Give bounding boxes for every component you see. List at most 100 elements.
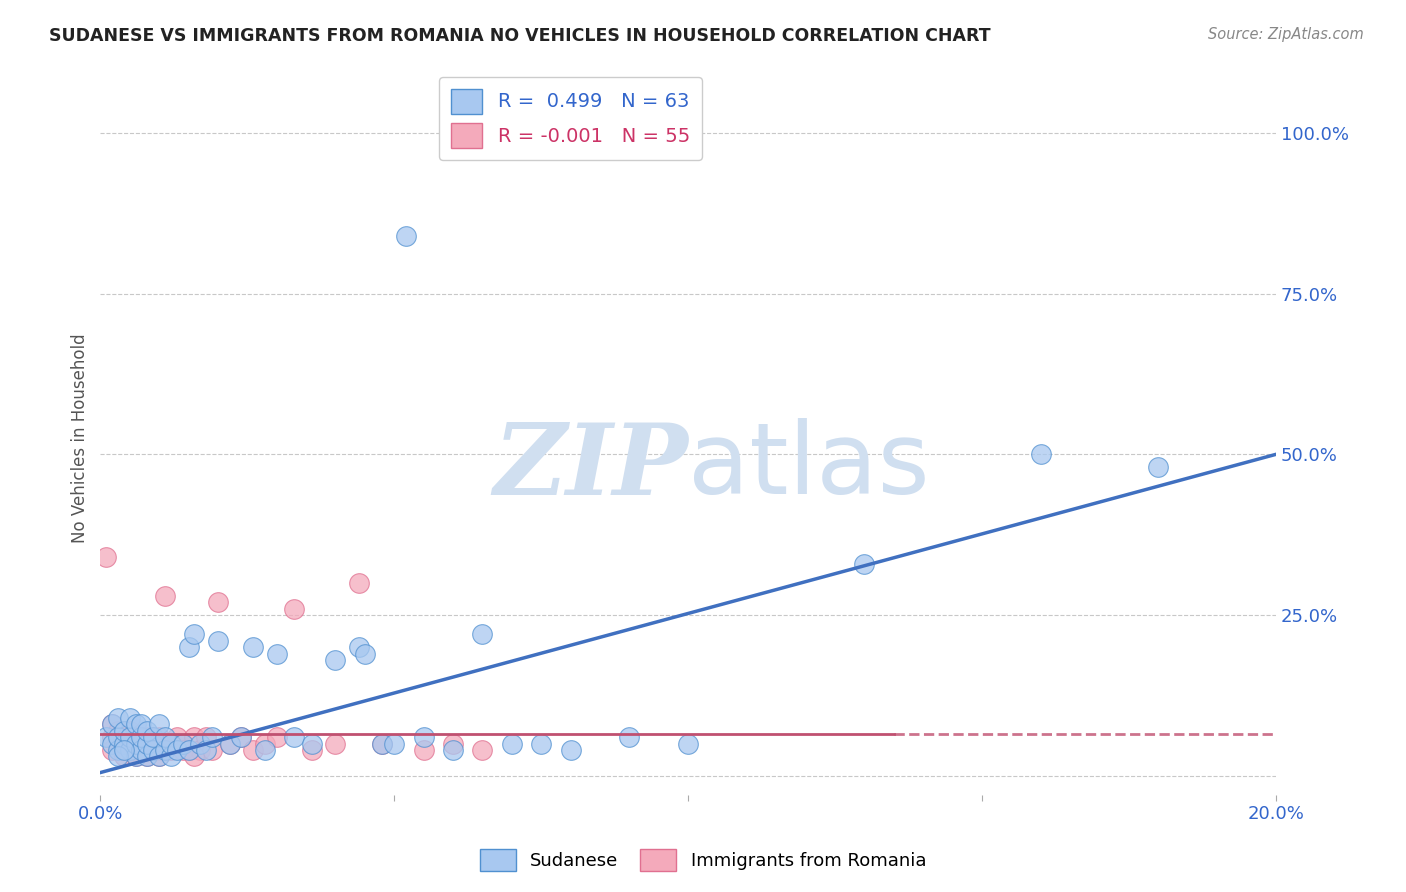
Point [101, 717, 124, 731]
Point [101, 737, 124, 751]
Point [131, 743, 153, 757]
Point [131, 737, 153, 751]
Point [207, 633, 229, 648]
Point [560, 743, 582, 757]
Point [124, 737, 146, 751]
Point [136, 730, 159, 744]
Point [124, 749, 146, 764]
Point [188, 737, 211, 751]
Point [136, 743, 159, 757]
Point [96, 550, 118, 565]
Point [124, 743, 146, 757]
Point [266, 730, 288, 744]
Point [201, 743, 224, 757]
Point [172, 743, 194, 757]
Point [325, 737, 347, 751]
Point [107, 730, 129, 744]
Point [142, 737, 165, 751]
Point [118, 737, 141, 751]
Point [195, 730, 218, 744]
Point [201, 730, 224, 744]
Point [395, 228, 418, 243]
Point [301, 737, 323, 751]
Point [283, 730, 305, 744]
Point [131, 743, 153, 757]
Point [218, 737, 240, 751]
Point [301, 743, 323, 757]
Point [107, 743, 129, 757]
Point [253, 737, 276, 751]
Text: atlas: atlas [688, 418, 929, 516]
Point [441, 737, 464, 751]
Point [131, 717, 153, 731]
Point [124, 717, 146, 731]
Point [112, 749, 135, 764]
Point [207, 595, 229, 609]
Point [124, 730, 146, 744]
Point [183, 730, 205, 744]
Point [195, 743, 218, 757]
Point [96, 730, 118, 744]
Point [101, 717, 124, 731]
Point [347, 575, 370, 590]
Point [124, 749, 146, 764]
Point [354, 647, 377, 661]
Point [1147, 460, 1170, 475]
Point [412, 730, 434, 744]
Point [118, 723, 141, 738]
Point [183, 749, 205, 764]
Point [160, 749, 183, 764]
Point [471, 743, 494, 757]
Point [136, 749, 159, 764]
Point [107, 711, 129, 725]
Point [441, 743, 464, 757]
Point [172, 737, 194, 751]
Y-axis label: No Vehicles in Household: No Vehicles in Household [72, 334, 89, 543]
Point [242, 640, 264, 655]
Point [371, 737, 394, 751]
Point [112, 743, 135, 757]
Point [107, 730, 129, 744]
Point [231, 730, 253, 744]
Point [218, 737, 240, 751]
Point [142, 730, 165, 744]
Point [412, 743, 434, 757]
Point [153, 743, 176, 757]
Point [136, 737, 159, 751]
Legend: Sudanese, Immigrants from Romania: Sudanese, Immigrants from Romania [472, 842, 934, 879]
Point [160, 743, 183, 757]
Point [112, 730, 135, 744]
Point [172, 737, 194, 751]
Point [177, 640, 200, 655]
Point [253, 743, 276, 757]
Point [101, 743, 124, 757]
Point [131, 730, 153, 744]
Point [619, 730, 641, 744]
Point [160, 737, 183, 751]
Point [1029, 447, 1052, 461]
Point [471, 627, 494, 641]
Point [177, 743, 200, 757]
Point [242, 743, 264, 757]
Point [166, 743, 188, 757]
Point [853, 557, 876, 571]
Point [142, 743, 165, 757]
Point [188, 743, 211, 757]
Point [148, 730, 170, 744]
Point [283, 601, 305, 615]
Point [107, 723, 129, 738]
Point [266, 647, 288, 661]
Point [153, 743, 176, 757]
Point [347, 640, 370, 655]
Point [676, 737, 699, 751]
Legend: R =  0.499   N = 63, R = -0.001   N = 55: R = 0.499 N = 63, R = -0.001 N = 55 [440, 77, 702, 160]
Point [142, 743, 165, 757]
Point [530, 737, 553, 751]
Point [101, 730, 124, 744]
Point [112, 737, 135, 751]
Point [160, 737, 183, 751]
Point [177, 743, 200, 757]
Point [118, 730, 141, 744]
Point [166, 730, 188, 744]
Point [148, 743, 170, 757]
